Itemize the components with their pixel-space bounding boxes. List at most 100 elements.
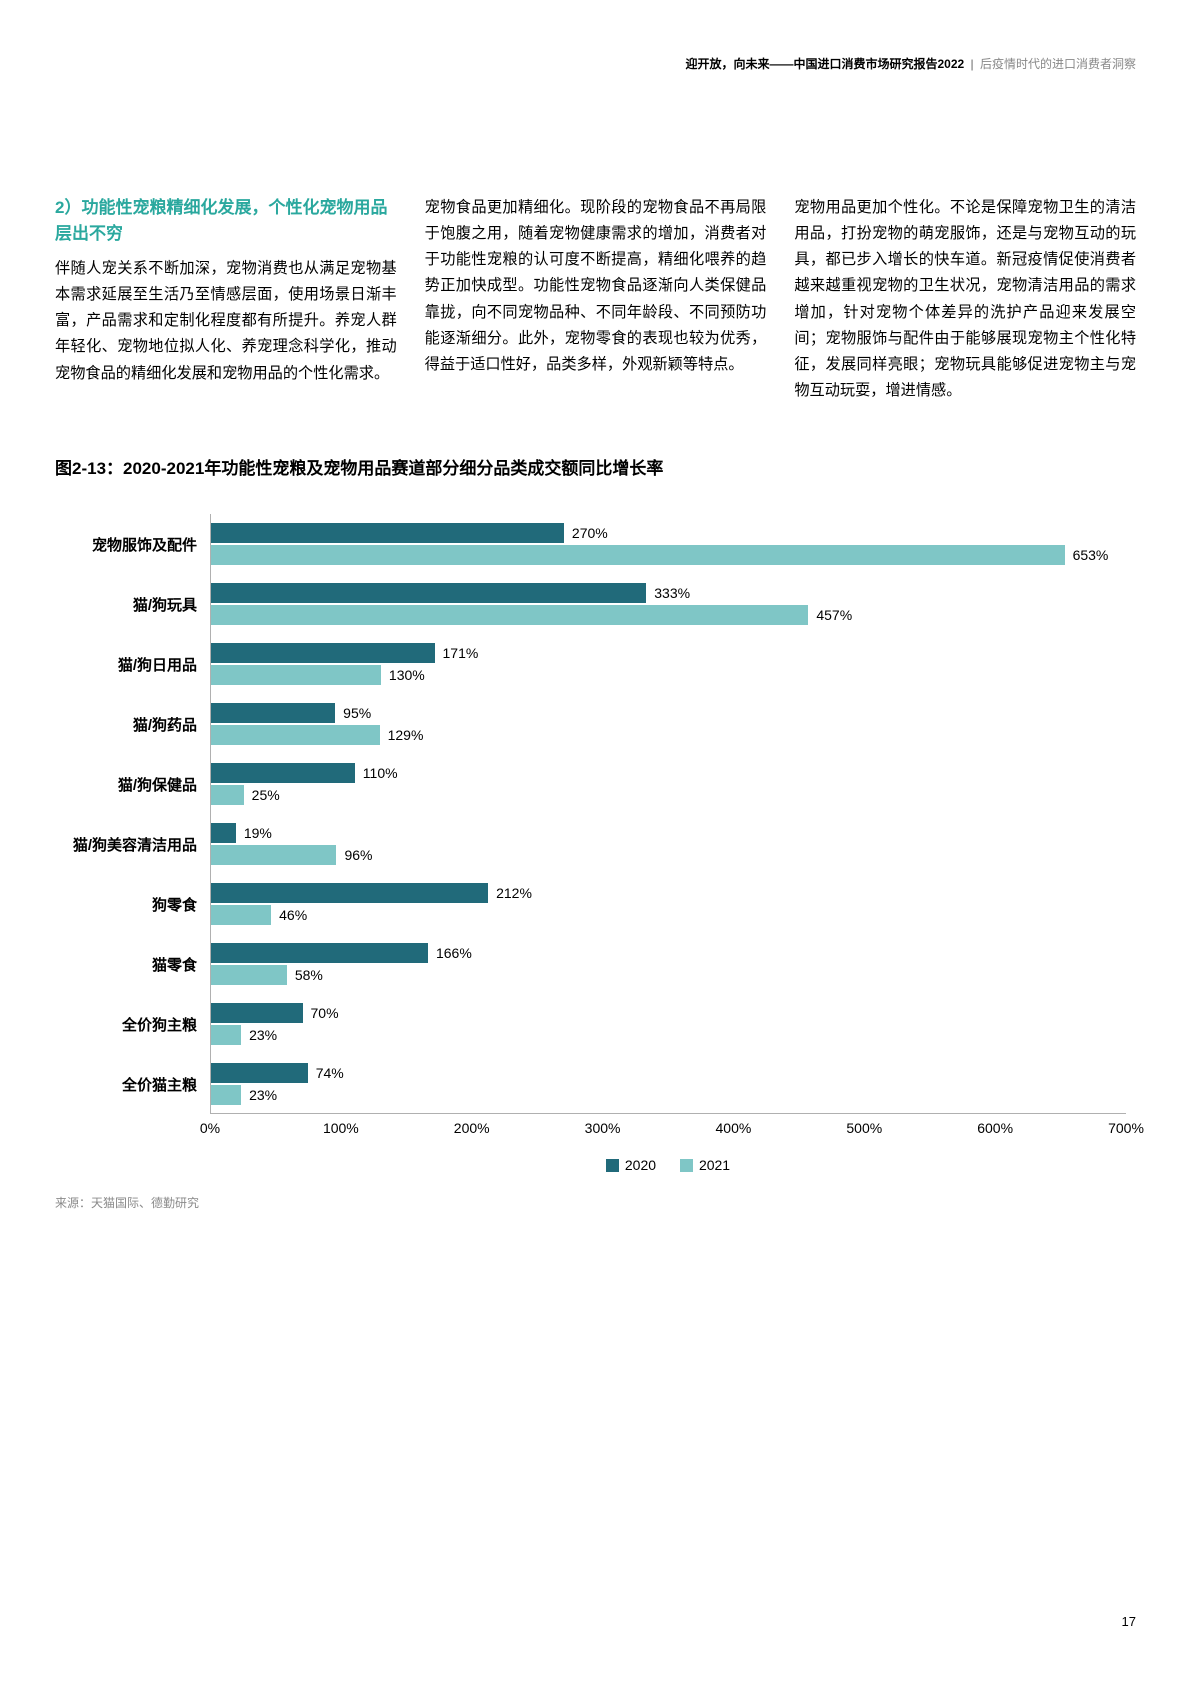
chart-source: 来源：天猫国际、德勤研究 bbox=[55, 1194, 1136, 1211]
y-label: 猫/狗保健品 bbox=[55, 754, 205, 814]
x-axis: 0%100%200%300%400%500%600%700% bbox=[55, 1114, 1126, 1139]
bar-2021 bbox=[211, 665, 381, 685]
bar-value: 212% bbox=[496, 885, 532, 901]
bar-line: 19% bbox=[211, 823, 1126, 843]
bar-2021 bbox=[211, 725, 380, 745]
bar-line: 46% bbox=[211, 905, 1126, 925]
bar-2021 bbox=[211, 965, 287, 985]
chart: 宠物服饰及配件猫/狗玩具猫/狗日用品猫/狗药品猫/狗保健品猫/狗美容清洁用品狗零… bbox=[55, 514, 1136, 1174]
bar-line: 70% bbox=[211, 1003, 1126, 1023]
bar-group: 166% 58% bbox=[211, 934, 1126, 994]
bar-2021 bbox=[211, 785, 244, 805]
column-3: 宠物用品更加个性化。不论是保障宠物卫生的清洁用品，打扮宠物的萌宠服饰，还是与宠物… bbox=[794, 195, 1136, 404]
column-2: 宠物食品更加精细化。现阶段的宠物食品不再局限于饱腹之用，随着宠物健康需求的增加，… bbox=[425, 195, 767, 404]
bar-line: 96% bbox=[211, 845, 1126, 865]
bar-group: 171%130% bbox=[211, 634, 1126, 694]
y-label: 全价狗主粮 bbox=[55, 994, 205, 1054]
bar-line: 95% bbox=[211, 703, 1126, 723]
y-label: 猫/狗玩具 bbox=[55, 574, 205, 634]
bar-value: 74% bbox=[316, 1065, 344, 1081]
bar-line: 333% bbox=[211, 583, 1126, 603]
bar-value: 129% bbox=[388, 727, 424, 743]
bar-line: 23% bbox=[211, 1025, 1126, 1045]
bar-value: 19% bbox=[244, 825, 272, 841]
page-number: 17 bbox=[1122, 1614, 1136, 1629]
bar-line: 130% bbox=[211, 665, 1126, 685]
bar-2020 bbox=[211, 703, 335, 723]
section-subtitle: 2）功能性宠粮精细化发展，个性化宠物用品层出不穷 bbox=[55, 195, 397, 246]
bar-line: 58% bbox=[211, 965, 1126, 985]
bar-group: 70% 23% bbox=[211, 994, 1126, 1054]
bar-group: 270% 653% bbox=[211, 514, 1126, 574]
y-label: 猫/狗美容清洁用品 bbox=[55, 814, 205, 874]
col1-text: 伴随人宠关系不断加深，宠物消费也从满足宠物基本需求延展至生活乃至情感层面，使用场… bbox=[55, 256, 397, 387]
y-label: 猫/狗日用品 bbox=[55, 634, 205, 694]
bar-value: 457% bbox=[816, 607, 852, 623]
bar-value: 110% bbox=[363, 765, 398, 781]
x-tick: 100% bbox=[323, 1120, 359, 1136]
chart-plot: 270% 653% 333% 457% 171%130% 95% 129% 110% 25% 19… bbox=[210, 514, 1126, 1114]
x-tick: 0% bbox=[200, 1120, 220, 1136]
swatch-2020 bbox=[606, 1159, 619, 1172]
bar-value: 46% bbox=[279, 907, 307, 923]
text-columns: 2）功能性宠粮精细化发展，个性化宠物用品层出不穷 伴随人宠关系不断加深，宠物消费… bbox=[55, 195, 1136, 404]
col3-text: 宠物用品更加个性化。不论是保障宠物卫生的清洁用品，打扮宠物的萌宠服饰，还是与宠物… bbox=[794, 195, 1136, 404]
x-tick: 700% bbox=[1108, 1120, 1144, 1136]
bar-2020 bbox=[211, 643, 435, 663]
legend-2021: 2021 bbox=[680, 1157, 730, 1173]
bar-group: 110% 25% bbox=[211, 754, 1126, 814]
x-tick: 200% bbox=[454, 1120, 490, 1136]
y-label: 猫/狗药品 bbox=[55, 694, 205, 754]
bar-value: 23% bbox=[249, 1027, 277, 1043]
swatch-2021 bbox=[680, 1159, 693, 1172]
y-label: 宠物服饰及配件 bbox=[55, 514, 205, 574]
bar-value: 95% bbox=[343, 705, 371, 721]
bar-line: 653% bbox=[211, 545, 1126, 565]
header-section: 后疫情时代的进口消费者洞察 bbox=[980, 57, 1136, 71]
content-area: 2）功能性宠粮精细化发展，个性化宠物用品层出不穷 伴随人宠关系不断加深，宠物消费… bbox=[55, 195, 1136, 1211]
bar-value: 130% bbox=[389, 667, 425, 683]
bar-line: 166% bbox=[211, 943, 1126, 963]
bar-line: 212% bbox=[211, 883, 1126, 903]
y-label: 全价猫主粮 bbox=[55, 1054, 205, 1114]
bar-2020 bbox=[211, 763, 355, 783]
bar-2020 bbox=[211, 823, 236, 843]
column-1: 2）功能性宠粮精细化发展，个性化宠物用品层出不穷 伴随人宠关系不断加深，宠物消费… bbox=[55, 195, 397, 404]
bar-value: 333% bbox=[654, 585, 690, 601]
bar-2020 bbox=[211, 943, 428, 963]
bar-2020 bbox=[211, 523, 564, 543]
bar-value: 23% bbox=[249, 1087, 277, 1103]
bar-line: 25% bbox=[211, 785, 1126, 805]
bar-line: 110% bbox=[211, 763, 1126, 783]
x-tick: 400% bbox=[716, 1120, 752, 1136]
bar-value: 58% bbox=[295, 967, 323, 983]
chart-legend: 2020 2021 bbox=[210, 1157, 1126, 1175]
y-axis-labels: 宠物服饰及配件猫/狗玩具猫/狗日用品猫/狗药品猫/狗保健品猫/狗美容清洁用品狗零… bbox=[55, 514, 205, 1114]
x-tick: 600% bbox=[977, 1120, 1013, 1136]
y-label: 狗零食 bbox=[55, 874, 205, 934]
bar-line: 129% bbox=[211, 725, 1126, 745]
header-bold: 迎开放，向未来——中国进口消费市场研究报告2022 bbox=[685, 57, 964, 71]
y-label: 猫零食 bbox=[55, 934, 205, 994]
page-header: 迎开放，向未来——中国进口消费市场研究报告2022 | 后疫情时代的进口消费者洞… bbox=[685, 55, 1136, 72]
bar-2020 bbox=[211, 1003, 303, 1023]
legend-2020: 2020 bbox=[606, 1157, 656, 1173]
bar-value: 270% bbox=[572, 525, 608, 541]
bar-2021 bbox=[211, 605, 808, 625]
bar-value: 70% bbox=[311, 1005, 339, 1021]
bar-2020 bbox=[211, 583, 646, 603]
bar-2020 bbox=[211, 1063, 308, 1083]
x-tick: 500% bbox=[846, 1120, 882, 1136]
bar-2021 bbox=[211, 1085, 241, 1105]
bar-line: 270% bbox=[211, 523, 1126, 543]
legend-label-2020: 2020 bbox=[625, 1157, 656, 1173]
bar-line: 457% bbox=[211, 605, 1126, 625]
bar-line: 23% bbox=[211, 1085, 1126, 1105]
bar-value: 653% bbox=[1073, 547, 1109, 563]
header-sep: | bbox=[971, 57, 974, 71]
chart-title: 图2-13：2020-2021年功能性宠粮及宠物用品赛道部分细分品类成交额同比增… bbox=[55, 454, 1136, 479]
col2-text: 宠物食品更加精细化。现阶段的宠物食品不再局限于饱腹之用，随着宠物健康需求的增加，… bbox=[425, 195, 767, 378]
bar-group: 95% 129% bbox=[211, 694, 1126, 754]
bar-group: 74% 23% bbox=[211, 1054, 1126, 1114]
bar-2021 bbox=[211, 905, 271, 925]
